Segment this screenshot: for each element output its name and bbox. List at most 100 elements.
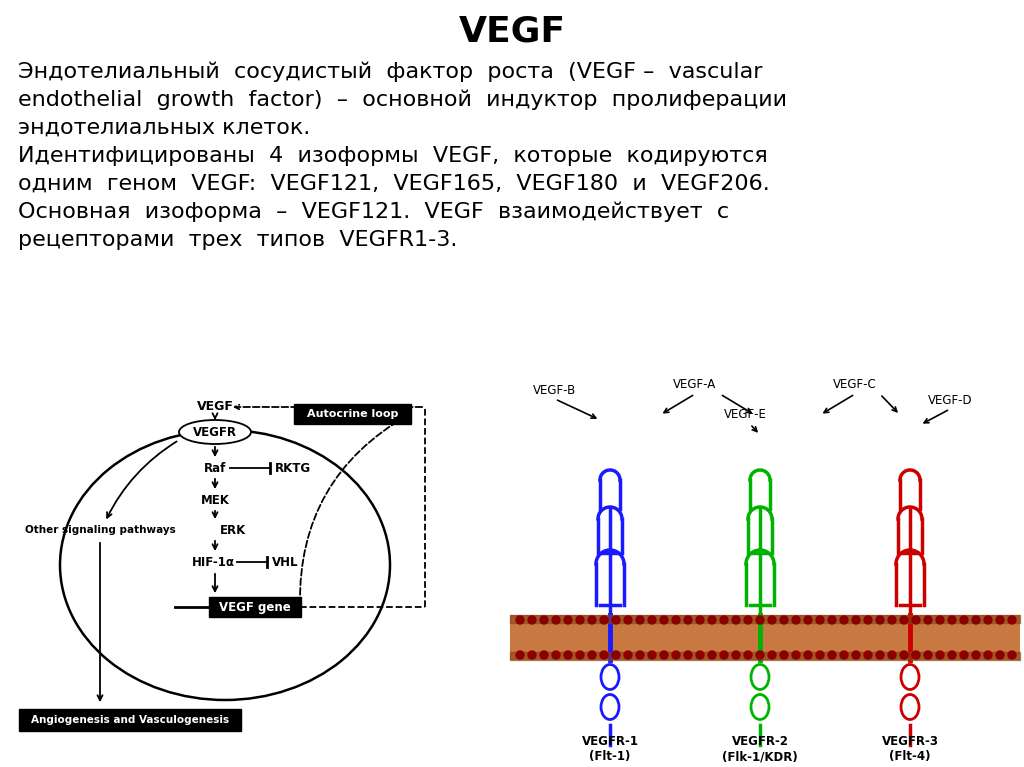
Circle shape xyxy=(720,616,728,624)
Circle shape xyxy=(972,651,980,659)
Circle shape xyxy=(575,651,584,659)
Text: VEGF-D: VEGF-D xyxy=(928,393,973,407)
Text: одним  геном  VEGF:  VEGF121,  VEGF165,  VEGF180  и  VEGF206.: одним геном VEGF: VEGF121, VEGF165, VEGF… xyxy=(18,174,770,194)
Ellipse shape xyxy=(901,694,919,719)
Circle shape xyxy=(732,651,740,659)
Circle shape xyxy=(780,616,788,624)
Circle shape xyxy=(696,616,705,624)
Text: VEGFR-3
(Flt-4): VEGFR-3 (Flt-4) xyxy=(882,735,939,763)
Text: VEGF: VEGF xyxy=(197,400,233,413)
Circle shape xyxy=(528,651,536,659)
Circle shape xyxy=(516,651,524,659)
Circle shape xyxy=(840,651,848,659)
Circle shape xyxy=(984,651,992,659)
Circle shape xyxy=(540,651,548,659)
Circle shape xyxy=(575,616,584,624)
Text: VEGF gene: VEGF gene xyxy=(219,601,291,614)
Circle shape xyxy=(744,651,752,659)
Circle shape xyxy=(961,616,968,624)
Circle shape xyxy=(756,651,764,659)
Circle shape xyxy=(768,651,776,659)
Circle shape xyxy=(648,651,656,659)
Circle shape xyxy=(852,616,860,624)
Circle shape xyxy=(612,616,620,624)
Text: ERK: ERK xyxy=(220,524,246,536)
Circle shape xyxy=(588,651,596,659)
Circle shape xyxy=(840,616,848,624)
Ellipse shape xyxy=(601,664,618,690)
Text: VEGF-B: VEGF-B xyxy=(534,384,577,397)
Circle shape xyxy=(672,616,680,624)
Text: Основная  изоформа  –  VEGF121.  VEGF  взаимодействует  с: Основная изоформа – VEGF121. VEGF взаимо… xyxy=(18,202,729,222)
Circle shape xyxy=(816,616,824,624)
Circle shape xyxy=(912,651,920,659)
Circle shape xyxy=(660,616,668,624)
Circle shape xyxy=(768,616,776,624)
Text: VEGFR-1
(Flt-1): VEGFR-1 (Flt-1) xyxy=(582,735,639,763)
Circle shape xyxy=(708,651,716,659)
Circle shape xyxy=(648,616,656,624)
Circle shape xyxy=(936,651,944,659)
Text: VEGF-C: VEGF-C xyxy=(834,378,877,391)
Circle shape xyxy=(876,651,884,659)
Text: RKTG: RKTG xyxy=(275,462,311,475)
FancyBboxPatch shape xyxy=(294,404,411,424)
Circle shape xyxy=(888,651,896,659)
Text: endothelial  growth  factor)  –  основной  индуктор  пролиферации: endothelial growth factor) – основной ин… xyxy=(18,90,787,110)
Circle shape xyxy=(792,651,800,659)
Text: VEGF-E: VEGF-E xyxy=(724,409,766,422)
Circle shape xyxy=(720,651,728,659)
Circle shape xyxy=(816,651,824,659)
Text: рецепторами  трех  типов  VEGFR1-3.: рецепторами трех типов VEGFR1-3. xyxy=(18,230,458,250)
Text: VEGFR: VEGFR xyxy=(193,426,237,439)
Text: Angiogenesis and Vasculogenesis: Angiogenesis and Vasculogenesis xyxy=(31,715,229,725)
Circle shape xyxy=(888,616,896,624)
Circle shape xyxy=(600,651,608,659)
Circle shape xyxy=(756,616,764,624)
Circle shape xyxy=(1008,651,1016,659)
Circle shape xyxy=(912,616,920,624)
Circle shape xyxy=(900,616,908,624)
Ellipse shape xyxy=(601,694,618,719)
Circle shape xyxy=(624,651,632,659)
Circle shape xyxy=(696,651,705,659)
Text: Other signaling pathways: Other signaling pathways xyxy=(25,525,175,535)
Circle shape xyxy=(961,651,968,659)
Text: MEK: MEK xyxy=(201,493,229,506)
Circle shape xyxy=(792,616,800,624)
Circle shape xyxy=(828,616,836,624)
Circle shape xyxy=(972,616,980,624)
Circle shape xyxy=(684,651,692,659)
Circle shape xyxy=(684,616,692,624)
Circle shape xyxy=(948,651,956,659)
Circle shape xyxy=(612,651,620,659)
Circle shape xyxy=(744,616,752,624)
Circle shape xyxy=(804,651,812,659)
Circle shape xyxy=(564,616,572,624)
Circle shape xyxy=(948,616,956,624)
Circle shape xyxy=(864,616,872,624)
Circle shape xyxy=(660,651,668,659)
Circle shape xyxy=(540,616,548,624)
Text: VEGF-A: VEGF-A xyxy=(674,378,717,391)
Circle shape xyxy=(876,616,884,624)
Text: VHL: VHL xyxy=(272,555,299,568)
Circle shape xyxy=(1008,616,1016,624)
Ellipse shape xyxy=(901,664,919,690)
Circle shape xyxy=(636,616,644,624)
Text: HIF-1α: HIF-1α xyxy=(191,555,234,568)
Circle shape xyxy=(924,616,932,624)
Circle shape xyxy=(672,651,680,659)
Circle shape xyxy=(924,651,932,659)
Circle shape xyxy=(600,616,608,624)
Circle shape xyxy=(996,616,1004,624)
Circle shape xyxy=(900,651,908,659)
FancyBboxPatch shape xyxy=(19,709,241,731)
Text: VEGFR-2
(Flk-1/KDR): VEGFR-2 (Flk-1/KDR) xyxy=(722,735,798,763)
Circle shape xyxy=(732,616,740,624)
Text: Raf: Raf xyxy=(204,462,226,475)
Circle shape xyxy=(708,616,716,624)
Circle shape xyxy=(996,651,1004,659)
Text: эндотелиальных клеток.: эндотелиальных клеток. xyxy=(18,118,310,138)
Circle shape xyxy=(588,616,596,624)
